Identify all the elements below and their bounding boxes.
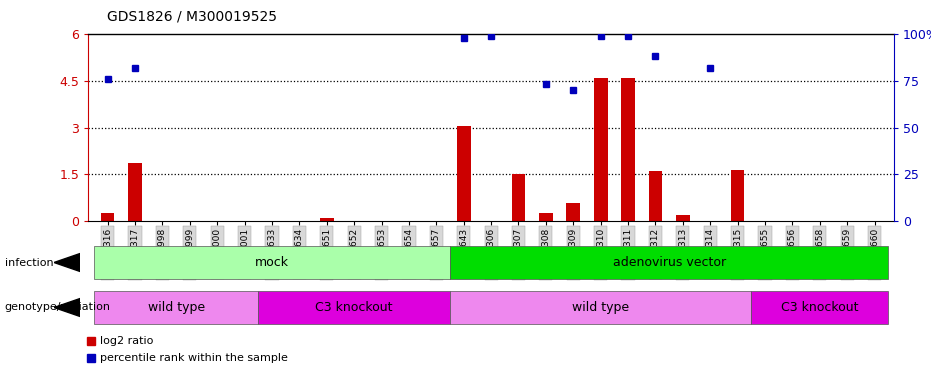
Text: C3 knockout: C3 knockout (316, 301, 393, 314)
Bar (450, 246, 888, 279)
Bar (128, 164, 142, 221)
Bar (731, 170, 745, 221)
Bar (512, 174, 525, 221)
Bar (258, 291, 450, 324)
Bar (594, 78, 608, 221)
Bar (320, 218, 333, 221)
Text: mock: mock (255, 256, 289, 269)
Bar (94, 246, 450, 279)
Bar (457, 126, 470, 221)
Bar (101, 213, 115, 221)
Bar (621, 78, 635, 221)
Bar (676, 215, 690, 221)
Bar (566, 202, 580, 221)
Bar (94, 291, 258, 324)
Text: wild type: wild type (573, 301, 629, 314)
Polygon shape (54, 298, 80, 316)
Text: percentile rank within the sample: percentile rank within the sample (101, 353, 288, 363)
Text: C3 knockout: C3 knockout (781, 301, 858, 314)
Text: genotype/variation: genotype/variation (5, 303, 111, 312)
Text: wild type: wild type (147, 301, 205, 314)
Text: log2 ratio: log2 ratio (101, 336, 154, 346)
Bar (649, 171, 662, 221)
Text: adenovirus vector: adenovirus vector (613, 256, 725, 269)
Bar (450, 291, 751, 324)
Polygon shape (54, 254, 80, 272)
Bar (539, 213, 553, 221)
Text: infection: infection (5, 258, 53, 267)
Text: GDS1826 / M300019525: GDS1826 / M300019525 (107, 9, 277, 23)
Bar (751, 291, 888, 324)
